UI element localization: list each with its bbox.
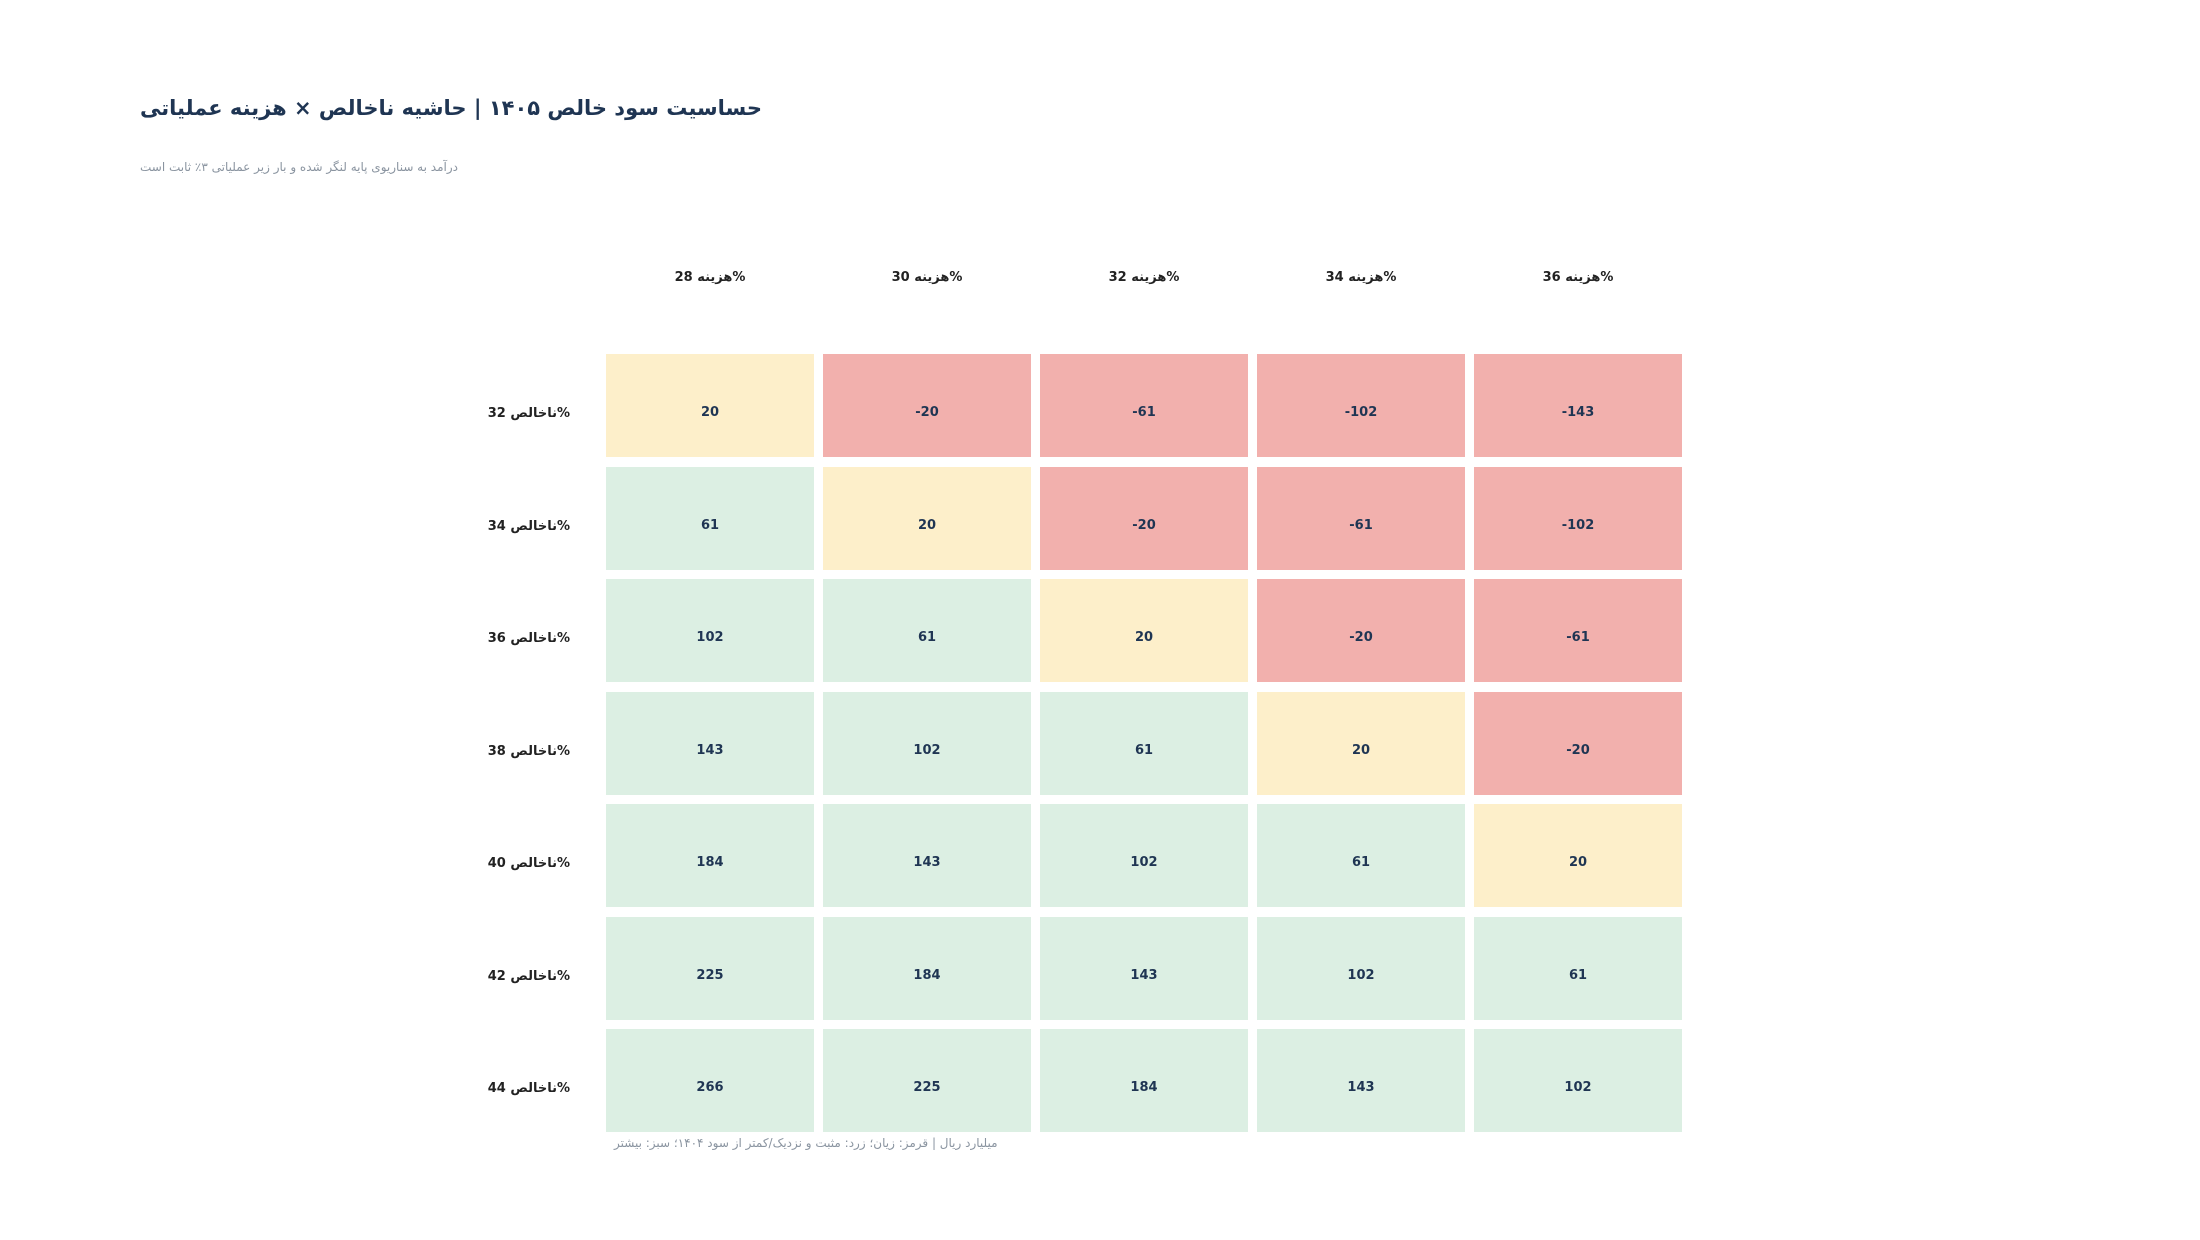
heatmap-cell: 184 — [823, 916, 1031, 1020]
heatmap-cell: 61 — [1474, 916, 1682, 1020]
heatmap-cell: -61 — [1474, 579, 1682, 682]
row-header: ناخالص 44% — [487, 1081, 570, 1096]
heatmap-cell: -61 — [1257, 466, 1465, 570]
heatmap-cell: -143 — [1474, 354, 1682, 457]
column-header: هزینه 28% — [674, 270, 746, 285]
heatmap-cell: -102 — [1257, 354, 1465, 457]
column-header: هزینه 30% — [891, 270, 963, 285]
chart-footnote: میلیارد ریال | قرمز: زیان؛ زرد: مثبت و ن… — [614, 1136, 998, 1150]
heatmap-cell: 61 — [823, 579, 1031, 682]
heatmap-cell: 102 — [606, 579, 814, 682]
heatmap-cell: -20 — [1474, 691, 1682, 795]
column-header: هزینه 36% — [1542, 270, 1614, 285]
chart-title: حساسیت سود خالص ۱۴۰۵ | حاشیه ناخالص × هز… — [140, 96, 763, 120]
heatmap-cell: 102 — [1040, 804, 1248, 907]
row-header: ناخالص 32% — [487, 406, 570, 421]
heatmap-cell: 61 — [1040, 691, 1248, 795]
column-header: هزینه 32% — [1108, 270, 1180, 285]
heatmap-cell: 102 — [1474, 1029, 1682, 1132]
heatmap-cell: 143 — [606, 691, 814, 795]
heatmap-cell: 266 — [606, 1029, 814, 1132]
heatmap-cell: 20 — [1257, 691, 1465, 795]
chart-subtitle: درآمد به سناریوی پایه لنگر شده و بار زیر… — [140, 160, 458, 174]
heatmap-cell: 20 — [823, 466, 1031, 570]
heatmap-cell: 143 — [823, 804, 1031, 907]
heatmap-cell: 184 — [606, 804, 814, 907]
row-header: ناخالص 38% — [487, 743, 570, 759]
heatmap-cell: 184 — [1040, 1029, 1248, 1132]
row-header: ناخالص 34% — [487, 518, 570, 534]
heatmap-cell: -20 — [1257, 579, 1465, 682]
heatmap-cell: 61 — [606, 466, 814, 570]
heatmap-cell: 20 — [1040, 579, 1248, 682]
row-header: ناخالص 40% — [487, 856, 570, 871]
heatmap-cell: 225 — [606, 916, 814, 1020]
heatmap-cell: 102 — [1257, 916, 1465, 1020]
heatmap-cell: 102 — [823, 691, 1031, 795]
heatmap-cell: 225 — [823, 1029, 1031, 1132]
heatmap-cell: 20 — [1474, 804, 1682, 907]
heatmap-cell: -20 — [823, 354, 1031, 457]
heatmap-cell: 61 — [1257, 804, 1465, 907]
row-header: ناخالص 36% — [487, 631, 570, 646]
heatmap-cell: 143 — [1257, 1029, 1465, 1132]
heatmap-cell: 143 — [1040, 916, 1248, 1020]
column-header: هزینه 34% — [1325, 270, 1397, 285]
heatmap-cell: 20 — [606, 354, 814, 457]
row-header: ناخالص 42% — [487, 968, 570, 984]
heatmap-cell: -20 — [1040, 466, 1248, 570]
heatmap-cell: -102 — [1474, 466, 1682, 570]
heatmap-cell: -61 — [1040, 354, 1248, 457]
